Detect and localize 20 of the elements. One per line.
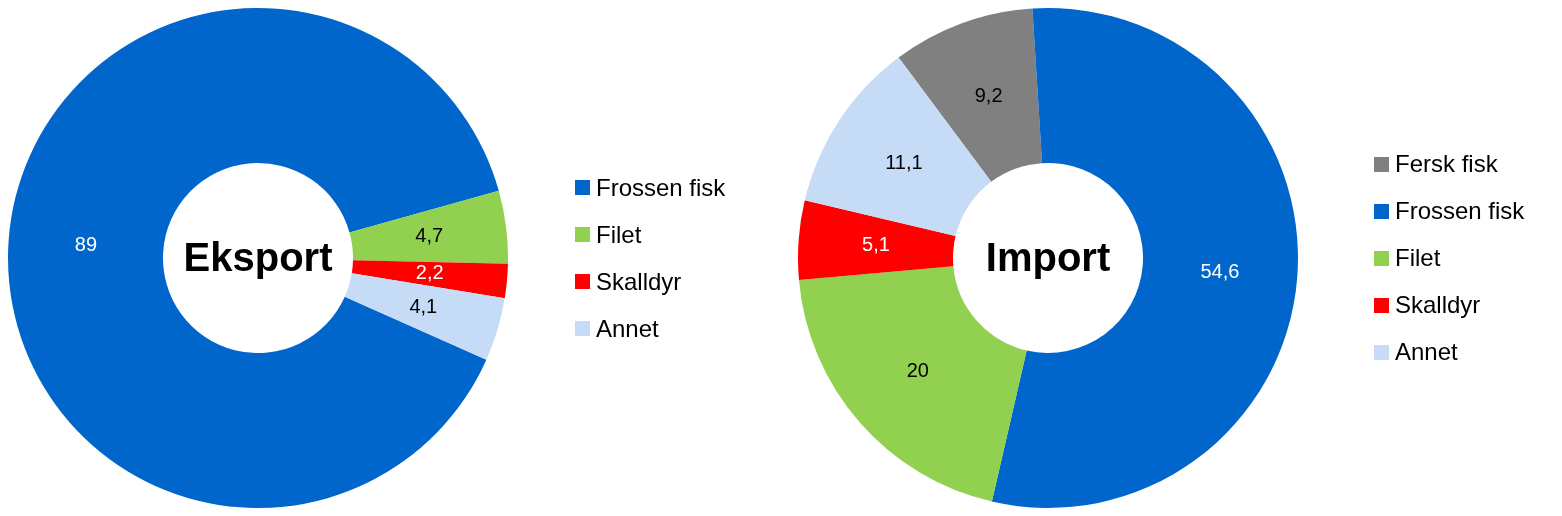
legend-label: Frossen fisk	[596, 173, 726, 202]
data-label: 9,2	[974, 83, 1003, 106]
legend-label: Annet	[596, 314, 659, 343]
data-label: 11,1	[885, 150, 923, 173]
data-label: 89	[74, 232, 98, 255]
data-label: 54,6	[1200, 259, 1240, 282]
legend-label: Frossen fisk	[1395, 197, 1525, 225]
data-label: 2,2	[415, 261, 444, 284]
text: Eksport	[183, 235, 333, 280]
text: Import	[985, 235, 1111, 280]
data-label: 5,1	[862, 233, 890, 255]
legend-label: Filet	[596, 220, 642, 249]
legend-label: Annet	[1395, 338, 1458, 366]
data-label: 4,1	[409, 294, 438, 317]
legend-label: Skalldyr	[1395, 291, 1481, 319]
data-label: 20	[906, 358, 929, 381]
legend-label: Fersk fisk	[1395, 150, 1498, 178]
legend-label: Filet	[1395, 244, 1441, 272]
data-label: 4,7	[415, 224, 444, 247]
legend-label: Skalldyr	[596, 267, 682, 296]
